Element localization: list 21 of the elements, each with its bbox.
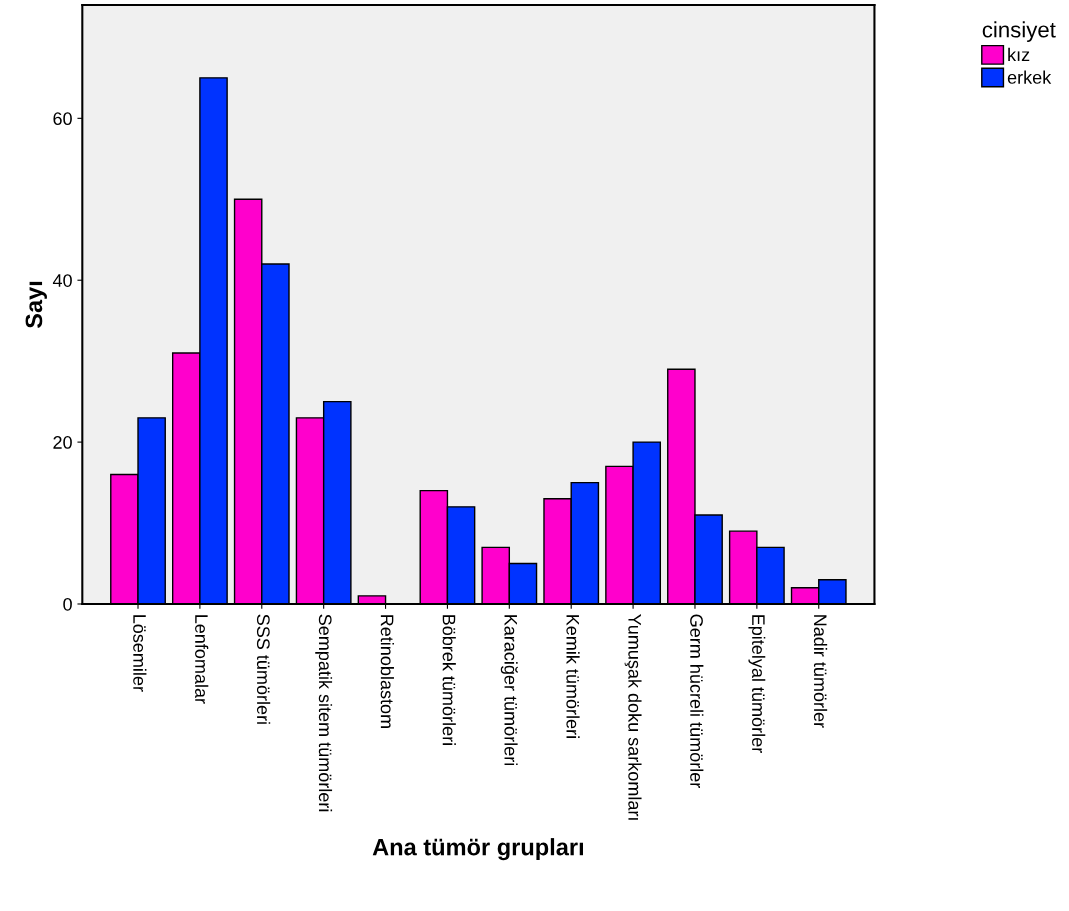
x-tick-label: Retinoblastom (380, 615, 394, 728)
x-tick-label: Karaciğer tümörleri (500, 615, 518, 766)
x-tick-label: Germ hücreli tümörler (690, 614, 704, 788)
y-tick-label: 60 (53, 112, 72, 126)
y-axis-title: Sayı (25, 281, 47, 329)
y-tick-label: 40 (52, 274, 72, 287)
x-tick-label: Lenfomalar (195, 615, 209, 704)
x-axis-title: Ana tümör grupları (372, 838, 583, 861)
x-tick-label: Nadir tümörler (813, 615, 828, 728)
legend-label: erkek (1007, 70, 1052, 84)
x-tick-label: Lösemiler (133, 615, 147, 692)
x-tick-label: Sempatik sitem tümörleri (315, 614, 333, 812)
y-tick-label: 20 (53, 436, 72, 449)
x-tick-label: Yumuşak doku sarkomları (624, 614, 642, 820)
legend-label: kız (1008, 47, 1030, 61)
x-tick-label: Böbrek tümörleri (442, 615, 456, 745)
legend-title: cinsiyet (982, 21, 1056, 42)
x-tick-label: Kemik tümörleri (566, 615, 580, 738)
x-tick-label: Epitelyal tümörler (748, 615, 766, 753)
x-tick-label: SSS tümörleri (256, 614, 271, 724)
y-tick-label: 0 (63, 597, 72, 611)
